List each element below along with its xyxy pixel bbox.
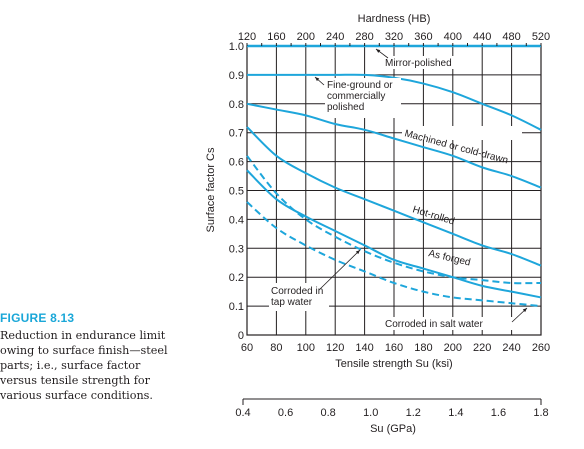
- x-tick-label: 180: [414, 342, 432, 354]
- leader-arrow: [355, 250, 360, 255]
- hardness-tick-label: 240: [326, 31, 344, 43]
- series-line: [246, 126, 542, 267]
- leader-arrow: [522, 308, 527, 313]
- x-tick-label: 220: [473, 342, 491, 354]
- figure-caption: FIGURE 8.13 Reduction in endurance limit…: [0, 311, 185, 403]
- annotation-text: Corroded in salt water: [385, 319, 483, 330]
- y-axis-title: Surface factor Cs: [205, 147, 217, 232]
- caption-line: parts; i.e., surface factor: [0, 359, 141, 372]
- gpa-tick-label: 0.4: [235, 407, 250, 419]
- hardness-tick-label: 160: [267, 31, 285, 43]
- leader-arrow: [315, 77, 320, 82]
- y-tick-label: 0.1: [229, 301, 244, 313]
- axes-layer: 60 80 100 120 140 160 180 200 220 240 260 0 0.1 0.2 0.…: [205, 13, 550, 370]
- caption-line: Reduction in endurance limit: [0, 329, 166, 342]
- hardness-tick-label: 440: [473, 31, 491, 43]
- gpa-axis-title: Su (GPa): [370, 423, 416, 435]
- caption-line: various surface conditions.: [0, 389, 153, 402]
- x-tick-label: 60: [241, 342, 253, 354]
- label-background: [402, 126, 522, 140]
- hardness-tick-label: 320: [385, 31, 403, 43]
- x-tick-label: 200: [444, 342, 462, 354]
- x-tick-label: 140: [355, 342, 373, 354]
- gpa-tick-label: 0.8: [320, 407, 335, 419]
- y-tick-label: 0.2: [229, 272, 244, 284]
- y-tick-label: 0.5: [229, 186, 244, 198]
- x-tick-label: 160: [385, 342, 403, 354]
- series-line: [246, 201, 542, 308]
- hardness-tick-label: 520: [532, 31, 550, 43]
- top-axis-title: Hardness (HB): [358, 13, 431, 25]
- x-tick-label: 260: [532, 342, 550, 354]
- caption-text: Reduction in endurance limit owing to su…: [0, 328, 185, 403]
- x-axis-title: Tensile strength Su (ksi): [335, 358, 452, 370]
- leader-arrow: [376, 49, 381, 53]
- annotation: Corroded in salt water: [385, 319, 483, 330]
- hardness-tick-label: 200: [297, 31, 315, 43]
- y-tick-label: 0.7: [229, 128, 244, 140]
- curves-layer: [246, 44, 542, 308]
- y-tick-label: 1.0: [229, 41, 244, 53]
- y-tick-label: 0.4: [229, 214, 244, 226]
- leader-line: [318, 249, 361, 291]
- series-line: [246, 169, 542, 299]
- hardness-tick-label: 480: [502, 31, 520, 43]
- annotation-text: Mirror-polished: [385, 58, 452, 69]
- x-tick-label: 80: [270, 342, 282, 354]
- y-tick-label: 0.3: [229, 243, 244, 255]
- gpa-tick-label: 1.0: [363, 407, 378, 419]
- series-line: [247, 73, 542, 131]
- annotation: Hot-rolled: [411, 204, 456, 227]
- annotation-text: tap water: [271, 297, 313, 308]
- hardness-tick-label: 400: [444, 31, 462, 43]
- annotation: As forged: [427, 248, 471, 268]
- y-tick-label: 0.9: [229, 70, 244, 82]
- figure-label: FIGURE 8.13: [0, 311, 75, 325]
- gpa-tick-label: 1.4: [448, 407, 463, 419]
- gpa-tick-label: 1.2: [406, 407, 421, 419]
- annotation-text: polished: [327, 102, 364, 113]
- x-tick-label: 240: [502, 342, 520, 354]
- annotation-text: As forged: [427, 248, 471, 268]
- gpa-tick-label: 1.8: [533, 407, 548, 419]
- hardness-tick-label: 280: [355, 31, 373, 43]
- annotation-text: commercially: [327, 91, 385, 102]
- gpa-tick-label: 0.6: [278, 407, 293, 419]
- series-line: [246, 102, 542, 189]
- caption-line: versus tensile strength for: [0, 374, 150, 387]
- label-background: [269, 283, 329, 311]
- hardness-tick-label: 120: [238, 31, 256, 43]
- x-tick-label: 120: [326, 342, 344, 354]
- gpa-tick-label: 1.6: [491, 407, 506, 419]
- y-tick-label: 0: [238, 330, 244, 342]
- annotation: Mirror-polished: [385, 58, 452, 69]
- y-tick-label: 0.8: [229, 99, 244, 111]
- x-tick-label: 100: [297, 342, 315, 354]
- gpa-scale: 0.4 0.6 0.8 1.0 1.2 1.4 1.6 1.8 Su (GPa): [235, 398, 549, 435]
- label-background: [381, 317, 521, 330]
- y-tick-label: 0.6: [229, 157, 244, 169]
- caption-line: owing to surface finish—steel: [0, 344, 168, 357]
- annotation-text: Hot-rolled: [411, 204, 456, 227]
- annotation-text: Corroded in: [271, 286, 323, 297]
- hardness-tick-label: 360: [414, 31, 432, 43]
- annotation-text: Fine-ground or: [327, 80, 393, 91]
- label-background: [383, 56, 461, 69]
- label-background: [325, 78, 401, 118]
